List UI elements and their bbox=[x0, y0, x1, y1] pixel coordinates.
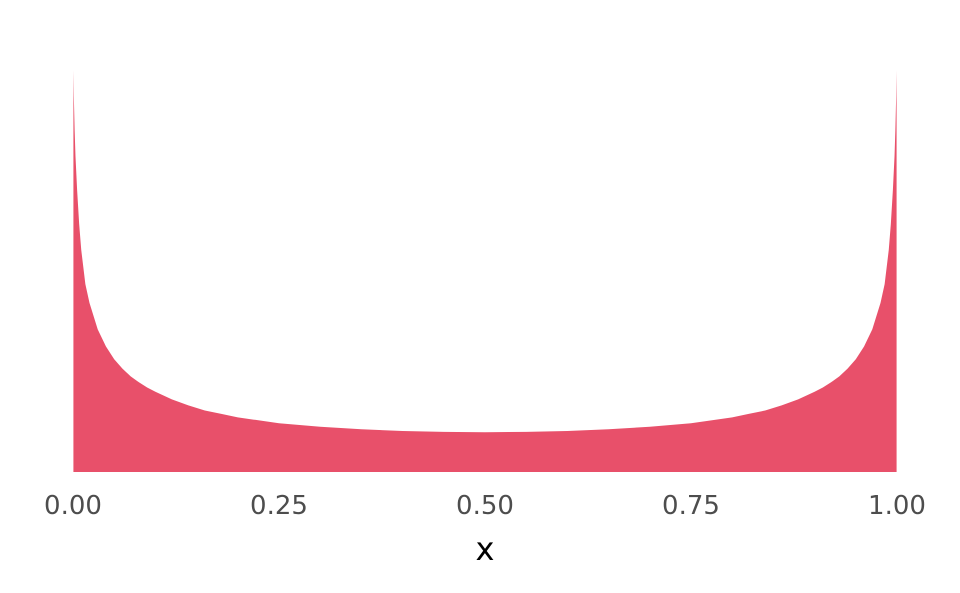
x-axis: 0.00 0.25 0.50 0.75 1.00 bbox=[44, 491, 926, 521]
density-area bbox=[73, 70, 897, 472]
x-tick-label: 0.75 bbox=[662, 491, 720, 521]
x-axis-title: x bbox=[476, 530, 495, 568]
x-tick-label: 1.00 bbox=[868, 491, 926, 521]
x-tick-label: 0.00 bbox=[44, 491, 102, 521]
x-tick-label: 0.50 bbox=[456, 491, 514, 521]
x-tick-label: 0.25 bbox=[250, 491, 308, 521]
plot-area bbox=[73, 70, 897, 472]
